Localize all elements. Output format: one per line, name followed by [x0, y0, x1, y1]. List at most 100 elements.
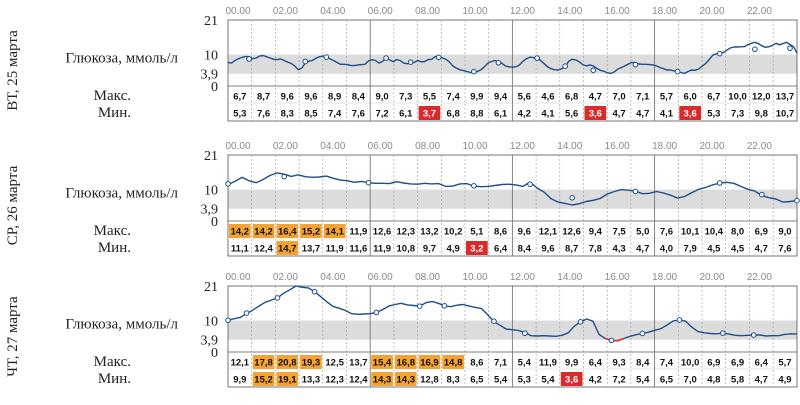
glucose-marker: [674, 68, 681, 75]
day-panel: 00.00 02.00 04.00 06.00 08.00 10.00 12.00 14.00…: [5, 6, 798, 122]
min-value-cell: 6,1: [399, 109, 413, 120]
min-value-cell: 9,9: [233, 375, 246, 386]
max-value-cell: 8,9: [328, 92, 341, 103]
y-tick-label: 21: [204, 280, 218, 295]
min-value-cell: 3,2: [470, 244, 483, 255]
hour-label: 14.00: [557, 6, 582, 17]
glucose-marker: [471, 68, 477, 75]
max-value-cell: 5,0: [636, 227, 649, 238]
max-row-label: Макс.: [94, 223, 131, 239]
min-value-cell: 3,6: [684, 109, 697, 120]
min-value-cell: 4,9: [447, 244, 460, 255]
min-value-cell: 6,4: [494, 244, 508, 255]
min-value-cell: 7,2: [375, 109, 388, 120]
min-value-cell: 8,4: [518, 244, 532, 255]
glucose-marker: [441, 303, 448, 309]
max-value-cell: 10,2: [444, 227, 463, 238]
hour-label: 20.00: [699, 141, 724, 152]
max-value-cell: 12,1: [539, 227, 558, 238]
glucose-line: [227, 172, 798, 206]
min-value-cell: 5,3: [233, 109, 246, 120]
max-value-cell: 5,7: [660, 92, 673, 103]
hour-label: 10.00: [462, 6, 487, 17]
max-value-cell: 17,8: [254, 358, 273, 369]
hour-label: 08.00: [415, 6, 440, 17]
y-tick-label: 3,9: [201, 203, 219, 218]
min-value-cell: 14,7: [278, 244, 297, 255]
max-value-cell: 6,4: [589, 358, 603, 369]
glucose-marker: [246, 56, 252, 62]
day-panel: 00.00 02.00 04.00 06.00 08.00 10.00 12.00 14.00…: [5, 141, 800, 257]
max-value-cell: 12,6: [562, 227, 581, 238]
max-value-cell: 6,9: [731, 358, 744, 369]
min-value-cell: 6,5: [470, 375, 484, 386]
hour-label: 06.00: [368, 141, 393, 152]
min-value-cell: 4,1: [660, 109, 674, 120]
hour-label: 06.00: [368, 272, 393, 283]
max-value-cell: 6,4: [755, 358, 769, 369]
high-value-highlight: [371, 372, 393, 386]
min-value-cell: 9,6: [541, 244, 554, 255]
high-value-highlight: [418, 355, 441, 369]
min-value-cell: 15,2: [254, 375, 273, 386]
max-value-cell: 8,0: [731, 227, 744, 238]
max-value-cell: 7,0: [612, 92, 625, 103]
max-value-cell: 6,7: [233, 92, 246, 103]
min-value-cell: 12,4: [254, 244, 273, 255]
min-value-cell: 5,3: [518, 375, 531, 386]
min-value-cell: 9,7: [423, 244, 436, 255]
min-value-cell: 7,6: [778, 244, 791, 255]
y-tick-label: 0: [211, 215, 218, 230]
high-value-highlight: [276, 372, 299, 386]
glucose-marker: [787, 45, 793, 52]
max-value-cell: 7,1: [636, 92, 650, 103]
min-value-cell: 4,7: [612, 109, 625, 120]
hour-label: 10.00: [462, 272, 487, 283]
min-value-cell: 13,7: [302, 244, 321, 255]
high-value-highlight: [300, 355, 322, 369]
high-value-highlight: [252, 355, 275, 369]
min-value-cell: 14,3: [373, 375, 392, 386]
max-value-cell: 8,4: [352, 92, 366, 103]
max-value-cell: 5,7: [778, 358, 791, 369]
min-value-cell: 7,3: [731, 109, 744, 120]
y-tick-label: 10: [204, 315, 218, 330]
glucose-marker: [608, 337, 615, 344]
glucose-marker: [243, 310, 250, 316]
max-row-label: Макс.: [94, 354, 131, 370]
max-value-cell: 12,3: [397, 227, 416, 238]
min-value-cell: 4,3: [612, 244, 625, 255]
min-row-label: Мин.: [98, 105, 131, 121]
max-value-cell: 14,2: [254, 227, 273, 238]
glucose-marker: [373, 309, 380, 316]
max-value-cell: 7,5: [612, 227, 626, 238]
hour-label: 08.00: [415, 141, 440, 152]
hour-label: 16.00: [605, 272, 630, 283]
max-value-cell: 11,9: [349, 227, 367, 238]
min-value-cell: 5,6: [565, 109, 578, 120]
day-panel: 00.00 02.00 04.00 06.00 08.00 10.00 12.00 14.00…: [5, 272, 798, 388]
min-value-cell: 7,9: [684, 244, 697, 255]
min-row-label: Мин.: [98, 240, 131, 256]
hour-label: 14.00: [557, 141, 582, 152]
min-value-cell: 10,7: [776, 109, 795, 120]
max-value-cell: 12,1: [231, 358, 250, 369]
y-tick-label: 0: [211, 80, 218, 95]
glucose-marker: [225, 317, 231, 324]
max-value-cell: 9,6: [281, 92, 294, 103]
high-value-highlight: [394, 355, 417, 369]
glucose-marker: [435, 54, 442, 61]
day-label: СР, 26 марта: [5, 165, 21, 245]
glucose-marker: [590, 67, 597, 74]
glucose-marker: [759, 191, 765, 198]
max-value-cell: 20,8: [278, 358, 297, 369]
hour-label: 20.00: [699, 6, 724, 17]
max-value-cell: 9,6: [518, 227, 531, 238]
hour-label: 02.00: [273, 272, 298, 283]
high-value-highlight: [276, 355, 299, 369]
min-value-cell: 7,2: [612, 375, 625, 386]
min-value-cell: 3,6: [565, 375, 578, 386]
max-value-cell: 9,9: [470, 92, 483, 103]
glucose-marker: [471, 183, 477, 189]
max-value-cell: 9,6: [304, 92, 317, 103]
